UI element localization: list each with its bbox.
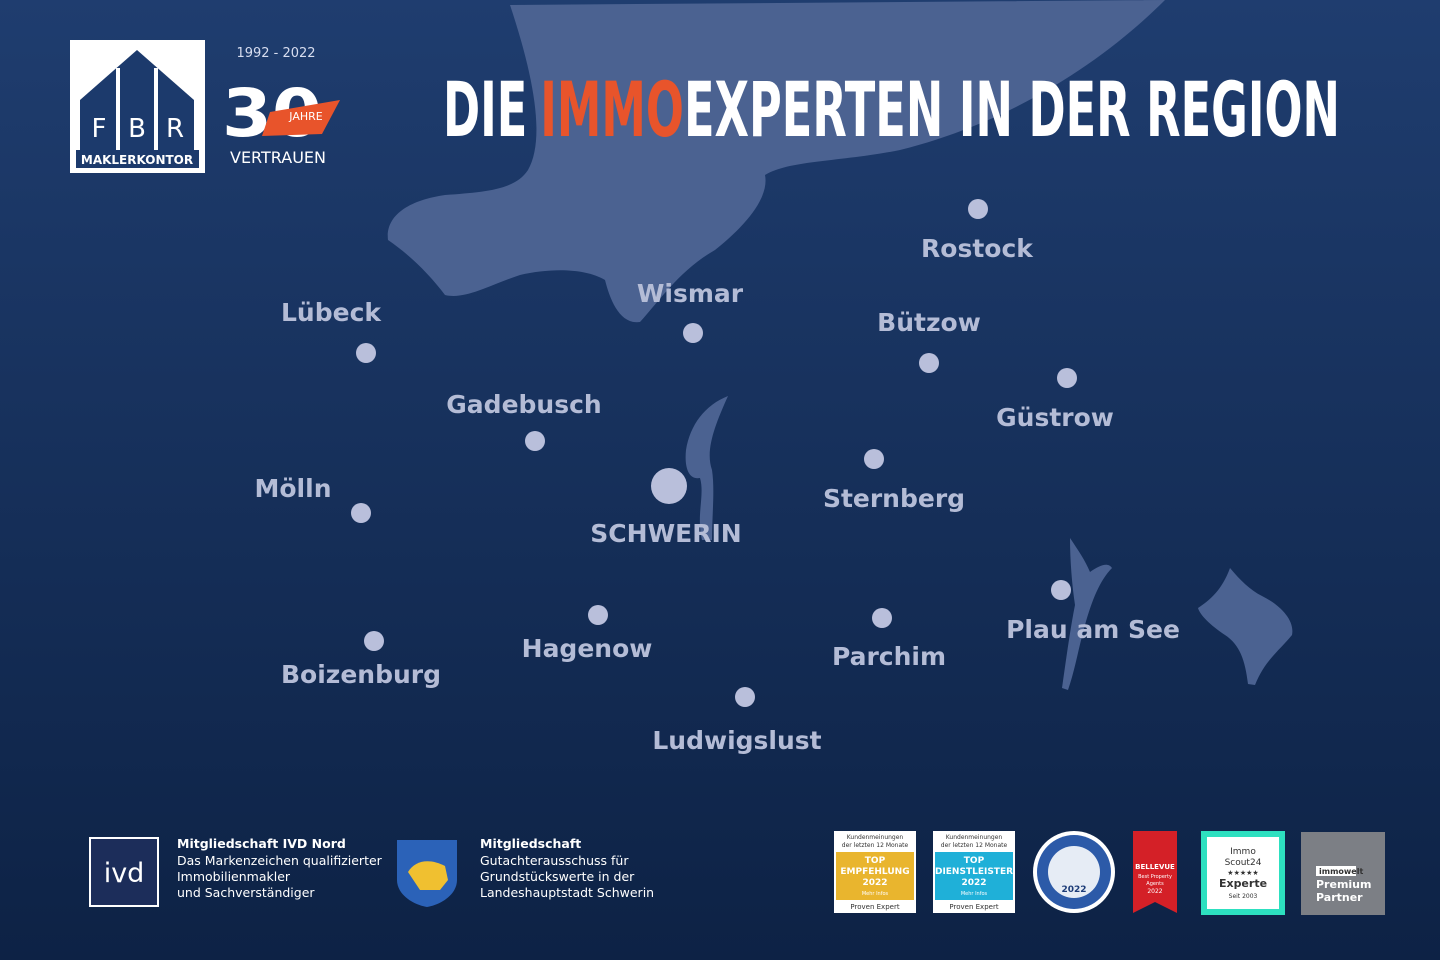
badge-text: Best Property: [1138, 874, 1172, 880]
badge-text: Mehr Infos: [862, 891, 889, 897]
city-dot: [919, 353, 939, 373]
membership-line: Immobilienmakler: [177, 869, 291, 884]
badge-text: Immo: [1230, 847, 1256, 857]
city-label: Parchim: [832, 642, 946, 671]
badge-text: Premium: [1316, 878, 1371, 891]
badge-text: DIENSTLEISTER: [935, 867, 1013, 877]
city-dot: [683, 323, 703, 343]
city-label: Lübeck: [281, 298, 382, 327]
badge-text: TOP: [865, 856, 886, 866]
logo-subtitle: MAKLERKONTOR: [81, 153, 193, 167]
city-label: Rostock: [921, 234, 1034, 263]
badge-text: Proven Expert: [949, 903, 998, 911]
headline: DIEIMMOEXPERTEN IN DER REGION: [443, 65, 1340, 154]
badge-text: der letzten 12 Monate: [842, 842, 909, 849]
headline-highlight: IMMO: [540, 65, 684, 154]
city-dot: [735, 687, 755, 707]
tagline: VERTRAUEN: [230, 148, 326, 167]
badge-text: ★★★★★: [1227, 869, 1258, 877]
badge-text: BELLEVUE: [1135, 863, 1175, 871]
city-label: Wismar: [637, 279, 744, 308]
badge-immowelt: immowelt Premium Partner: [1301, 832, 1385, 915]
membership-line: Gutachterausschuss für: [480, 853, 629, 868]
city-dot: [1057, 368, 1077, 388]
badge-text: der letzten 12 Monate: [941, 842, 1008, 849]
logo-letter: B: [128, 114, 146, 144]
city-dot: [864, 449, 884, 469]
city-label: Mölln: [255, 474, 332, 503]
city-label: Sternberg: [823, 484, 965, 513]
badge-text: Kundenmeinungen: [946, 834, 1003, 841]
membership-title: Mitgliedschaft: [480, 836, 581, 851]
badge-text: Scout24: [1225, 858, 1262, 868]
badge-pma: 2022: [1033, 831, 1115, 913]
city-dot: [651, 468, 687, 504]
membership-schwerin: Mitgliedschaft Gutachterausschuss für Gr…: [397, 836, 654, 907]
badge-text: Proven Expert: [850, 903, 899, 911]
badge-text: Seit 2003: [1229, 893, 1258, 900]
badge-text: 2022: [1061, 885, 1086, 895]
city-dot: [872, 608, 892, 628]
badge-text: EMPFEHLUNG: [840, 867, 909, 877]
badge-text: immowelt: [1319, 867, 1363, 876]
badge-provenexpert-2: Kundenmeinungen der letzten 12 Monate TO…: [933, 831, 1015, 913]
city-label: Bützow: [877, 308, 981, 337]
city-label: Güstrow: [996, 403, 1114, 432]
badge-text: Partner: [1316, 891, 1363, 904]
badge-text: 2022: [961, 878, 986, 888]
city-label: Gadebusch: [446, 390, 601, 419]
unit: JAHRE: [288, 110, 322, 123]
city-dot: [1051, 580, 1071, 600]
membership-title: Mitgliedschaft IVD Nord: [177, 836, 346, 851]
city-dot: [525, 431, 545, 451]
headline-end: EXPERTEN IN DER REGION: [684, 65, 1340, 154]
badge-text: 2022: [862, 878, 887, 888]
city-label: SCHWERIN: [590, 519, 741, 548]
city-dot: [968, 199, 988, 219]
ivd-logo: ivd: [104, 858, 145, 889]
badge-text: Experte: [1219, 877, 1267, 890]
membership-line: Das Markenzeichen qualifizierter: [177, 853, 383, 868]
membership-line: Grundstückswerte in der: [480, 869, 635, 884]
badge-provenexpert-1: Kundenmeinungen der letzten 12 Monate TO…: [834, 831, 916, 913]
city-label: Boizenburg: [281, 660, 441, 689]
badge-bellevue: BELLEVUE Best Property Agents 2022: [1133, 831, 1177, 913]
logo-letter: F: [92, 114, 107, 144]
city-dot: [364, 631, 384, 651]
badge-text: Kundenmeinungen: [847, 834, 904, 841]
badge-text: TOP: [964, 856, 985, 866]
city-label: Plau am See: [1006, 615, 1180, 644]
cities: Rostock Wismar Bützow Lübeck Güstrow Gadebusc…: [255, 199, 1180, 755]
badge-text: Mehr Infos: [961, 891, 988, 897]
logo: F B R MAKLERKONTOR: [70, 40, 205, 173]
city-dot: [588, 605, 608, 625]
city-label: Hagenow: [522, 634, 653, 663]
badge-text: 2022: [1147, 888, 1162, 895]
membership-line: Landeshauptstadt Schwerin: [480, 885, 654, 900]
logo-letter: R: [166, 114, 184, 144]
city-dot: [351, 503, 371, 523]
membership-ivd: ivd Mitgliedschaft IVD Nord Das Markenze…: [89, 836, 383, 907]
water: [387, 0, 1293, 690]
city-label: Ludwigslust: [652, 726, 821, 755]
anniversary: 1992 - 2022 30 JAHRE VERTRAUEN: [222, 46, 340, 167]
badge-text: Agents: [1146, 881, 1164, 887]
headline-start: DIE: [443, 65, 527, 154]
membership-line: und Sachverständiger: [177, 885, 315, 900]
years: 1992 - 2022: [236, 46, 315, 61]
city-dot: [356, 343, 376, 363]
badge-immoscout: Immo Scout24 ★★★★★ Experte Seit 2003: [1201, 831, 1285, 915]
